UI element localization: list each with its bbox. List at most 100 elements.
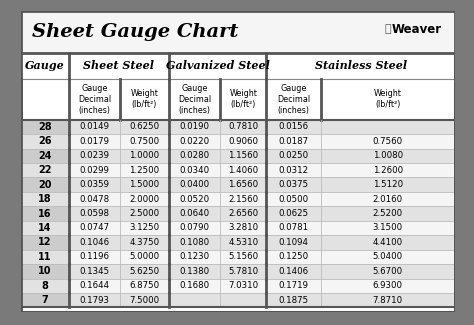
Text: 18: 18	[38, 194, 52, 204]
Text: 0.0781: 0.0781	[278, 224, 309, 232]
Text: 0.0359: 0.0359	[80, 180, 109, 189]
Text: 6.8750: 6.8750	[129, 281, 160, 290]
Text: 7.0310: 7.0310	[228, 281, 258, 290]
FancyBboxPatch shape	[21, 293, 69, 307]
Text: 3.2810: 3.2810	[228, 224, 258, 232]
Text: 0.0375: 0.0375	[278, 180, 309, 189]
Text: Gauge
Decimal
(inches): Gauge Decimal (inches)	[277, 84, 310, 115]
Text: 0.1196: 0.1196	[80, 253, 109, 261]
Text: 0.1345: 0.1345	[80, 267, 109, 276]
Text: 0.0312: 0.0312	[278, 166, 309, 175]
Text: 0.0478: 0.0478	[80, 195, 109, 203]
Text: 0.1680: 0.1680	[179, 281, 210, 290]
Text: 10: 10	[38, 266, 52, 276]
Text: Stainless Steel: Stainless Steel	[315, 60, 407, 72]
Text: 16: 16	[38, 209, 52, 218]
Text: Gauge
Decimal
(inches): Gauge Decimal (inches)	[78, 84, 111, 115]
Text: 0.1793: 0.1793	[80, 296, 109, 305]
Text: 14: 14	[38, 223, 52, 233]
Text: 4.3750: 4.3750	[129, 238, 160, 247]
Text: 1.1560: 1.1560	[228, 151, 258, 160]
Text: 0.0220: 0.0220	[179, 137, 210, 146]
Text: 3.1500: 3.1500	[373, 224, 403, 232]
Text: 0.0598: 0.0598	[80, 209, 109, 218]
Text: 1.5000: 1.5000	[129, 180, 160, 189]
Text: 0.1406: 0.1406	[278, 267, 309, 276]
Text: 0.0187: 0.0187	[278, 137, 309, 146]
FancyBboxPatch shape	[21, 11, 455, 312]
FancyBboxPatch shape	[21, 149, 69, 163]
Text: 0.0747: 0.0747	[80, 224, 109, 232]
FancyBboxPatch shape	[21, 221, 69, 235]
Text: 1.2500: 1.2500	[129, 166, 160, 175]
Text: 0.0149: 0.0149	[80, 122, 109, 131]
Text: 2.6560: 2.6560	[228, 209, 258, 218]
Text: 0.1250: 0.1250	[278, 253, 309, 261]
Text: 0.1719: 0.1719	[279, 281, 309, 290]
Text: 24: 24	[38, 151, 52, 161]
Text: 4.4100: 4.4100	[373, 238, 403, 247]
Text: 7.8710: 7.8710	[373, 296, 403, 305]
Text: 28: 28	[38, 122, 52, 132]
FancyBboxPatch shape	[69, 235, 455, 250]
FancyBboxPatch shape	[21, 264, 69, 279]
Text: 4.5310: 4.5310	[228, 238, 258, 247]
FancyBboxPatch shape	[69, 279, 455, 293]
FancyBboxPatch shape	[21, 177, 69, 192]
Text: 5.6700: 5.6700	[373, 267, 403, 276]
Text: 0.1875: 0.1875	[278, 296, 309, 305]
Text: 0.0239: 0.0239	[80, 151, 109, 160]
FancyBboxPatch shape	[21, 192, 69, 206]
Text: 1.5120: 1.5120	[373, 180, 403, 189]
FancyBboxPatch shape	[69, 293, 455, 307]
Text: 0.1644: 0.1644	[80, 281, 109, 290]
Text: 5.6250: 5.6250	[129, 267, 160, 276]
Text: 1.4060: 1.4060	[228, 166, 258, 175]
Text: 2.0160: 2.0160	[373, 195, 403, 203]
Text: 1.2600: 1.2600	[373, 166, 403, 175]
Text: 0.1080: 0.1080	[179, 238, 210, 247]
Text: Gauge
Decimal
(inches): Gauge Decimal (inches)	[178, 84, 211, 115]
Text: 1.0080: 1.0080	[373, 151, 403, 160]
Text: 0.0790: 0.0790	[179, 224, 210, 232]
Text: 0.9060: 0.9060	[228, 137, 258, 146]
FancyBboxPatch shape	[69, 250, 455, 264]
Text: Gauge: Gauge	[25, 60, 65, 72]
Text: 0.0520: 0.0520	[179, 195, 210, 203]
FancyBboxPatch shape	[21, 206, 69, 221]
FancyBboxPatch shape	[69, 192, 455, 206]
Text: 0.0179: 0.0179	[80, 137, 109, 146]
FancyBboxPatch shape	[69, 221, 455, 235]
Text: 5.0400: 5.0400	[373, 253, 403, 261]
FancyBboxPatch shape	[21, 11, 455, 53]
Text: 0.0299: 0.0299	[80, 166, 109, 175]
Text: 20: 20	[38, 180, 52, 190]
FancyBboxPatch shape	[69, 163, 455, 177]
Text: 0.0156: 0.0156	[278, 122, 309, 131]
Text: 1.6560: 1.6560	[228, 180, 258, 189]
Text: 8: 8	[42, 281, 49, 291]
Text: Weaver: Weaver	[392, 23, 442, 36]
Text: Sheet Steel: Sheet Steel	[83, 60, 155, 72]
Text: 5.1560: 5.1560	[228, 253, 258, 261]
Text: 7.5000: 7.5000	[129, 296, 160, 305]
Text: 0.0640: 0.0640	[179, 209, 210, 218]
Text: 2.5200: 2.5200	[373, 209, 403, 218]
Text: 22: 22	[38, 165, 52, 175]
FancyBboxPatch shape	[21, 53, 455, 79]
Text: 11: 11	[38, 252, 52, 262]
Text: 0.1230: 0.1230	[179, 253, 210, 261]
Text: Galvanized Steel: Galvanized Steel	[165, 60, 270, 72]
Text: 7: 7	[42, 295, 48, 305]
Text: 3.1250: 3.1250	[129, 224, 160, 232]
FancyBboxPatch shape	[69, 134, 455, 149]
Text: 0.6250: 0.6250	[129, 122, 160, 131]
Text: 26: 26	[38, 136, 52, 146]
Text: 0.7500: 0.7500	[129, 137, 160, 146]
Text: 12: 12	[38, 238, 52, 247]
Text: 0.0280: 0.0280	[179, 151, 210, 160]
Text: 6.9300: 6.9300	[373, 281, 403, 290]
FancyBboxPatch shape	[21, 79, 455, 120]
Text: 2.5000: 2.5000	[129, 209, 160, 218]
Text: Weight
(lb/ft²): Weight (lb/ft²)	[374, 89, 402, 109]
